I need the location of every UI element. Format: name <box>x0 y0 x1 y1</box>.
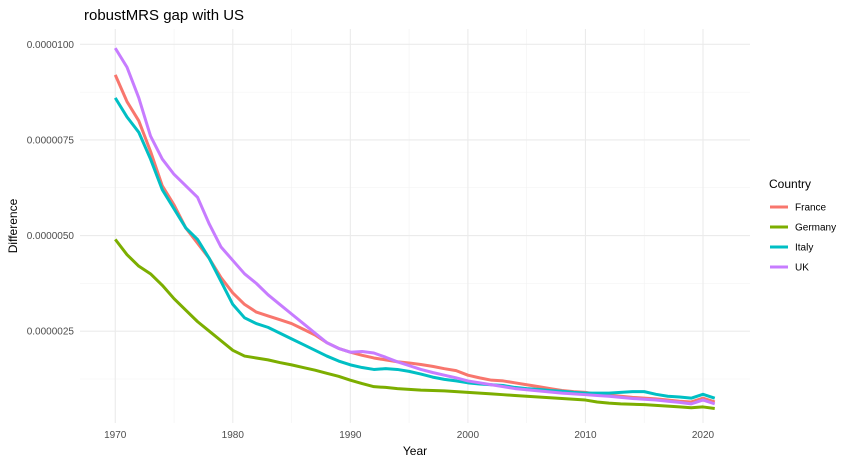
series-line-italy <box>113 97 716 400</box>
series-lines <box>113 47 716 410</box>
legend-items: France Germany Italy UK <box>770 203 836 274</box>
x-tick-label: 1990 <box>339 430 362 441</box>
y-tick-label: 0.0000050 <box>27 231 75 242</box>
legend-title: Country <box>769 177 811 191</box>
x-axis-title: Year <box>403 444 427 458</box>
plot-background <box>80 29 750 423</box>
legend-label-france: France <box>795 203 827 214</box>
x-axis-ticks: 1970 1980 1990 2000 2010 2020 <box>104 430 714 441</box>
x-tick-label: 1970 <box>104 430 127 441</box>
y-tick-label: 0.0000075 <box>27 135 75 146</box>
legend: Country France Germany Italy UK <box>769 177 836 274</box>
x-tick-label: 1980 <box>222 430 245 441</box>
legend-label-italy: Italy <box>795 243 813 254</box>
legend-label-germany: Germany <box>795 223 836 234</box>
x-tick-label: 2000 <box>457 430 480 441</box>
y-axis-title: Difference <box>6 198 20 253</box>
chart-title: robustMRS gap with US <box>84 7 244 24</box>
grid-lines <box>80 29 750 423</box>
series-line-germany <box>114 238 715 410</box>
y-tick-label: 0.0000100 <box>27 40 75 51</box>
y-tick-label: 0.0000025 <box>27 327 75 338</box>
x-tick-label: 2010 <box>574 430 597 441</box>
series-line-uk <box>113 47 716 406</box>
x-tick-label: 2020 <box>692 430 715 441</box>
y-axis-ticks: 0.0000025 0.0000050 0.0000075 0.0000100 <box>27 40 75 338</box>
legend-label-uk: UK <box>795 263 809 274</box>
